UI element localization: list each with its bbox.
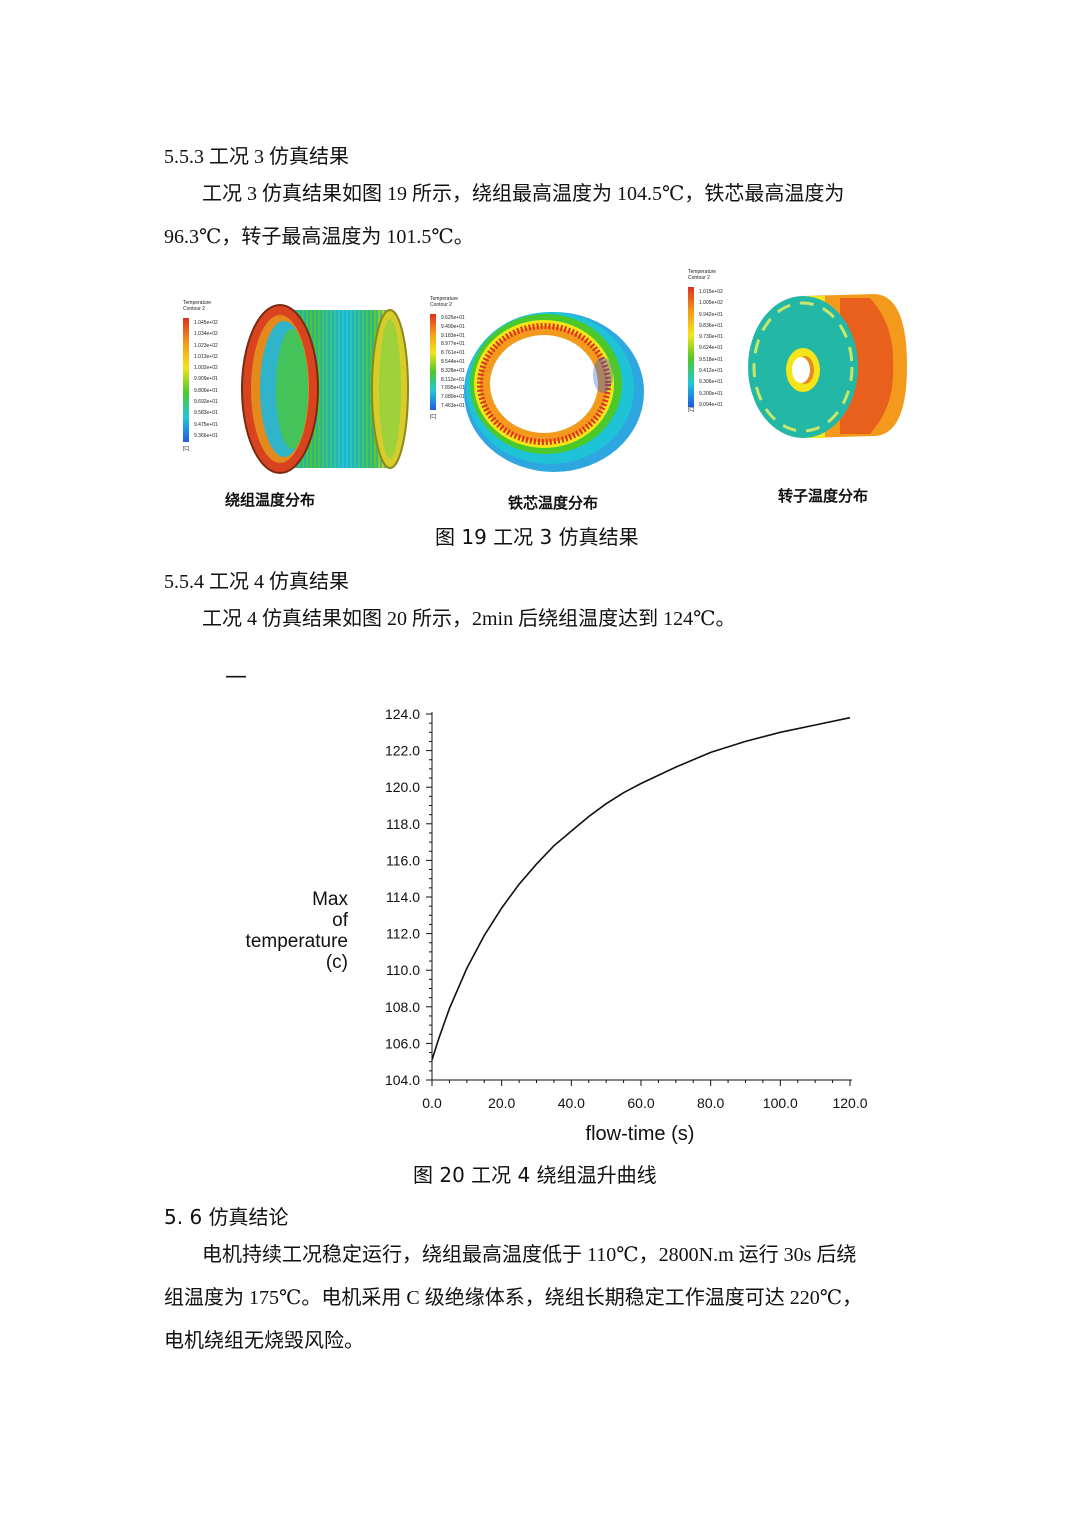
y-tick-label: 104.0 bbox=[385, 1072, 420, 1088]
section-553-heading: 5.5.3 工况 3 仿真结果 bbox=[164, 146, 349, 168]
y-tick-label: 118.0 bbox=[386, 816, 420, 832]
section-553-para-line1: 工况 3 仿真结果如图 19 所示，绕组最高温度为 104.5℃，铁芯最高温度为 bbox=[202, 183, 845, 205]
section-56-para-line2: 组温度为 175℃。电机采用 C 级绝缘体系，绕组长期稳定工作温度可达 220℃… bbox=[164, 1287, 863, 1309]
y-tick-label: 116.0 bbox=[386, 852, 420, 868]
section-553-para-line2: 96.3℃，转子最高温度为 101.5℃。 bbox=[164, 226, 474, 248]
y-axis-label-line: (c) bbox=[326, 952, 348, 973]
figure-20-caption: 图 20 工况 4 绕组温升曲线 bbox=[413, 1163, 657, 1187]
y-axis-label-line: of bbox=[332, 910, 349, 931]
stray-dash: — bbox=[225, 664, 247, 689]
y-tick-label: 110.0 bbox=[386, 962, 420, 978]
x-tick-label: 120.0 bbox=[832, 1095, 867, 1111]
y-tick-label: 124.0 bbox=[385, 706, 420, 722]
y-tick-label: 114.0 bbox=[386, 889, 420, 905]
figure-19-caption: 图 19 工况 3 仿真结果 bbox=[435, 525, 639, 549]
section-554-heading: 5.5.4 工况 4 仿真结果 bbox=[164, 571, 349, 593]
section-554-para: 工况 4 仿真结果如图 20 所示，2min 后绕组温度达到 124℃。 bbox=[202, 608, 736, 630]
section-56-heading: 5. 6 仿真结论 bbox=[164, 1205, 289, 1229]
x-axis-label: flow-time (s) bbox=[586, 1123, 695, 1145]
panel-label-winding: 绕组温度分布 bbox=[225, 491, 316, 509]
legend-winding-colorbar bbox=[183, 318, 189, 442]
y-tick-label: 112.0 bbox=[386, 926, 420, 942]
x-tick-label: 0.0 bbox=[422, 1095, 442, 1111]
y-tick-label: 106.0 bbox=[385, 1035, 420, 1051]
legend-core-colorbar bbox=[430, 314, 436, 410]
y-tick-label: 122.0 bbox=[385, 743, 420, 759]
y-tick-label: 120.0 bbox=[385, 779, 420, 795]
y-axis-label-line: Max bbox=[312, 889, 348, 910]
y-axis-label-line: temperature bbox=[246, 931, 348, 952]
x-tick-label: 20.0 bbox=[488, 1095, 515, 1111]
x-tick-label: 60.0 bbox=[627, 1095, 654, 1111]
x-tick-label: 80.0 bbox=[697, 1095, 724, 1111]
section-56-para-line3: 电机绕组无烧毁风险。 bbox=[164, 1330, 364, 1352]
winding-temperature-render bbox=[241, 304, 409, 474]
panel-label-core: 铁芯温度分布 bbox=[508, 494, 599, 512]
panel-label-rotor: 转子温度分布 bbox=[778, 487, 869, 505]
legend-rotor-colorbar bbox=[688, 287, 694, 407]
y-tick-label: 108.0 bbox=[385, 999, 420, 1015]
rotor-temperature-render bbox=[748, 294, 907, 438]
core-temperature-render bbox=[464, 312, 644, 472]
series-line bbox=[431, 716, 851, 1061]
x-tick-label: 100.0 bbox=[763, 1095, 798, 1111]
section-56-para-line1: 电机持续工况稳定运行，绕组最高温度低于 110℃，2800N.m 运行 30s … bbox=[202, 1244, 857, 1266]
x-tick-label: 40.0 bbox=[558, 1095, 585, 1111]
